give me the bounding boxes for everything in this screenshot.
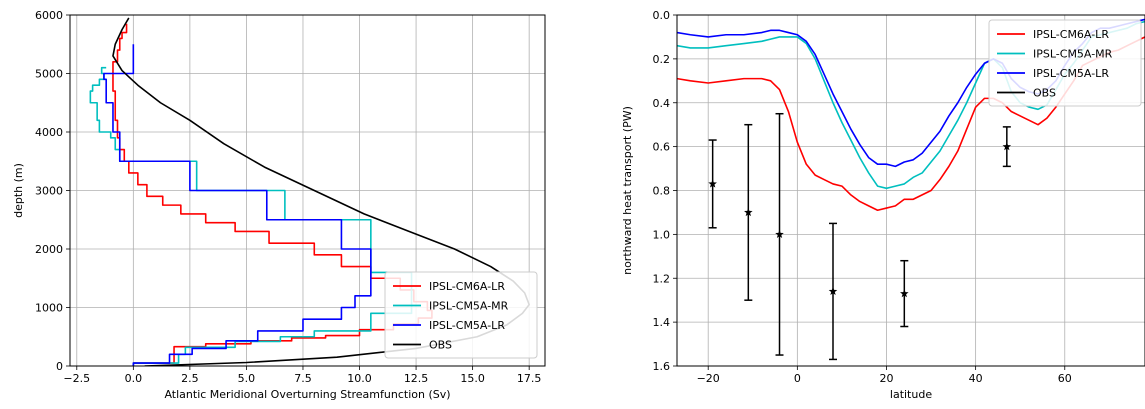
legend-label: IPSL-CM5A-MR [429, 300, 509, 313]
legend-box [988, 19, 1142, 107]
y-tick-label: 1.6 [653, 360, 671, 373]
x-tick-label: 40 [969, 372, 983, 385]
x-tick-label: 15.0 [460, 372, 485, 385]
x-tick-label: 20 [879, 372, 893, 385]
legend-label: IPSL-CM5A-MR [1033, 48, 1113, 61]
obs-point [744, 207, 753, 217]
x-tick-label: 0.0 [125, 372, 143, 385]
axes-frame [676, 14, 1145, 367]
obs-point [775, 229, 784, 239]
legend: IPSL-CM6A-LR IPSL-CM5A-MR IPSL-CM5A-LR OBS [988, 19, 1142, 107]
y-tick-label: 1.0 [653, 228, 671, 241]
x-axis-label: latitude [890, 388, 932, 401]
y-tick-label: 1.4 [653, 316, 671, 329]
y-tick-label: 5000 [35, 68, 63, 81]
legend-label: OBS [429, 339, 452, 352]
y-tick-label: 0.8 [653, 185, 671, 198]
legend-box [384, 271, 538, 359]
x-tick-label: 17.5 [517, 372, 542, 385]
obs-point [900, 289, 909, 298]
axes-frame [69, 14, 546, 367]
y-tick-label: 0.2 [653, 53, 671, 66]
x-tick-label: 12.5 [404, 372, 429, 385]
series-line-ipsl-cm5a-mr [89, 66, 413, 366]
x-axis-label: Atlantic Meridional Overturning Streamfu… [164, 388, 450, 401]
chart-1: −2.5 0.0 2.5 5.0 7.5 10.0 12.5 15.0 17.5 0 1000 200… [12, 9, 546, 401]
y-tick-label: 0.0 [653, 9, 671, 22]
x-tick-label: −20 [697, 372, 720, 385]
x-tick-label: −2.5 [63, 372, 90, 385]
obs-point [828, 286, 838, 296]
legend-label: IPSL-CM5A-LR [1033, 67, 1109, 80]
chart-2: −20 0 20 40 60 0.0 0.2 0.4 0.6 0.8 1.0 1.2 1.4 1.6 lat… [621, 9, 1145, 401]
obs-point [1002, 142, 1012, 151]
x-tick-label: 5.0 [238, 372, 256, 385]
x-tick-label: 60 [1058, 372, 1072, 385]
y-tick-label: 0.6 [653, 141, 671, 154]
x-tick-label: 10.0 [347, 372, 372, 385]
y-tick-label: 0.4 [653, 97, 671, 110]
plot-area [89, 17, 530, 366]
legend-label: IPSL-CM6A-LR [429, 280, 505, 293]
y-tick-label: 1000 [35, 302, 63, 315]
x-tick-label: 0 [794, 372, 801, 385]
y-axis-label: depth (m) [12, 163, 25, 218]
y-tick-label: 2000 [35, 243, 63, 256]
y-tick-label: 0 [56, 360, 63, 373]
series-line-ipsl-cm6a-lr [112, 23, 433, 366]
y-tick-label: 4000 [35, 126, 63, 139]
y-tick-label: 3000 [35, 185, 63, 198]
series-line-ipsl-cm5a-lr [103, 44, 372, 366]
y-tick-label: 6000 [35, 9, 63, 22]
y-axis-label: northward heat transport (PW) [621, 106, 634, 275]
x-tick-label: 7.5 [294, 372, 312, 385]
legend-label: IPSL-CM6A-LR [1033, 28, 1109, 41]
x-tick-label: 2.5 [181, 372, 199, 385]
obs-point [708, 179, 717, 188]
legend-label: OBS [1033, 87, 1056, 100]
legend: IPSL-CM6A-LR IPSL-CM5A-MR IPSL-CM5A-LR OBS [384, 271, 538, 359]
y-tick-label: 1.2 [653, 272, 671, 285]
legend-label: IPSL-CM5A-LR [429, 319, 505, 332]
